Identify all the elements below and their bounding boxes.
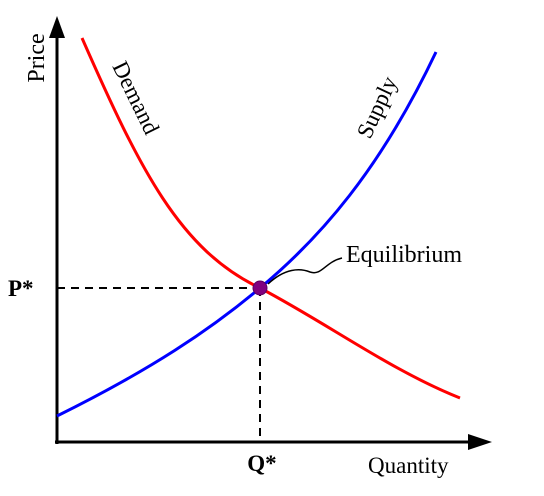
demand-label: Demand bbox=[108, 57, 165, 138]
equilibrium-point bbox=[252, 280, 268, 296]
y-axis-label: Price bbox=[24, 33, 50, 82]
equilibrium-pointer bbox=[267, 257, 343, 285]
y-axis-arrowhead bbox=[49, 16, 65, 38]
x-axis-arrowhead bbox=[468, 434, 492, 450]
x-axis-label: Quantity bbox=[368, 453, 449, 478]
price-star-label: P* bbox=[8, 276, 34, 301]
equilibrium-label: Equilibrium bbox=[346, 242, 462, 268]
quantity-star-label: Q* bbox=[247, 451, 276, 476]
